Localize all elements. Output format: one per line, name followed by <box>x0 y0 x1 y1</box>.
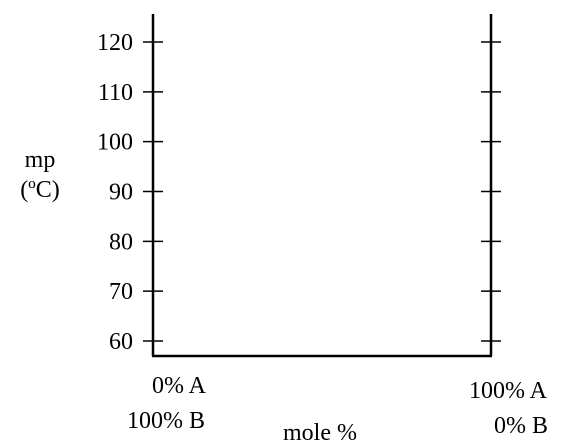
y-tick-label-90: 90 <box>109 180 133 206</box>
y-tick-label-60: 60 <box>109 329 133 355</box>
x-right-label-line2: 0% B <box>494 413 548 439</box>
left-ticks <box>143 41 163 342</box>
x-left-label-line2: 100% B <box>127 408 205 434</box>
x-left-label-line1: 0% A <box>152 373 207 399</box>
x-right-label-line1: 100% A <box>469 378 548 404</box>
right-ticks <box>481 41 501 342</box>
x-axis-label: mole % <box>283 420 357 444</box>
y-axis-label-line1: mp <box>25 147 56 173</box>
y-tick-label-70: 70 <box>109 279 133 305</box>
y-tick-label-100: 100 <box>97 130 133 156</box>
y-tick-label-110: 110 <box>98 80 133 106</box>
y-tick-label-120: 120 <box>97 30 133 56</box>
y-axis-label-line2: (ºC) <box>20 177 59 203</box>
y-tick-label-80: 80 <box>109 229 133 255</box>
y-tick-labels: 60 70 80 90 100 110 120 <box>97 30 133 355</box>
